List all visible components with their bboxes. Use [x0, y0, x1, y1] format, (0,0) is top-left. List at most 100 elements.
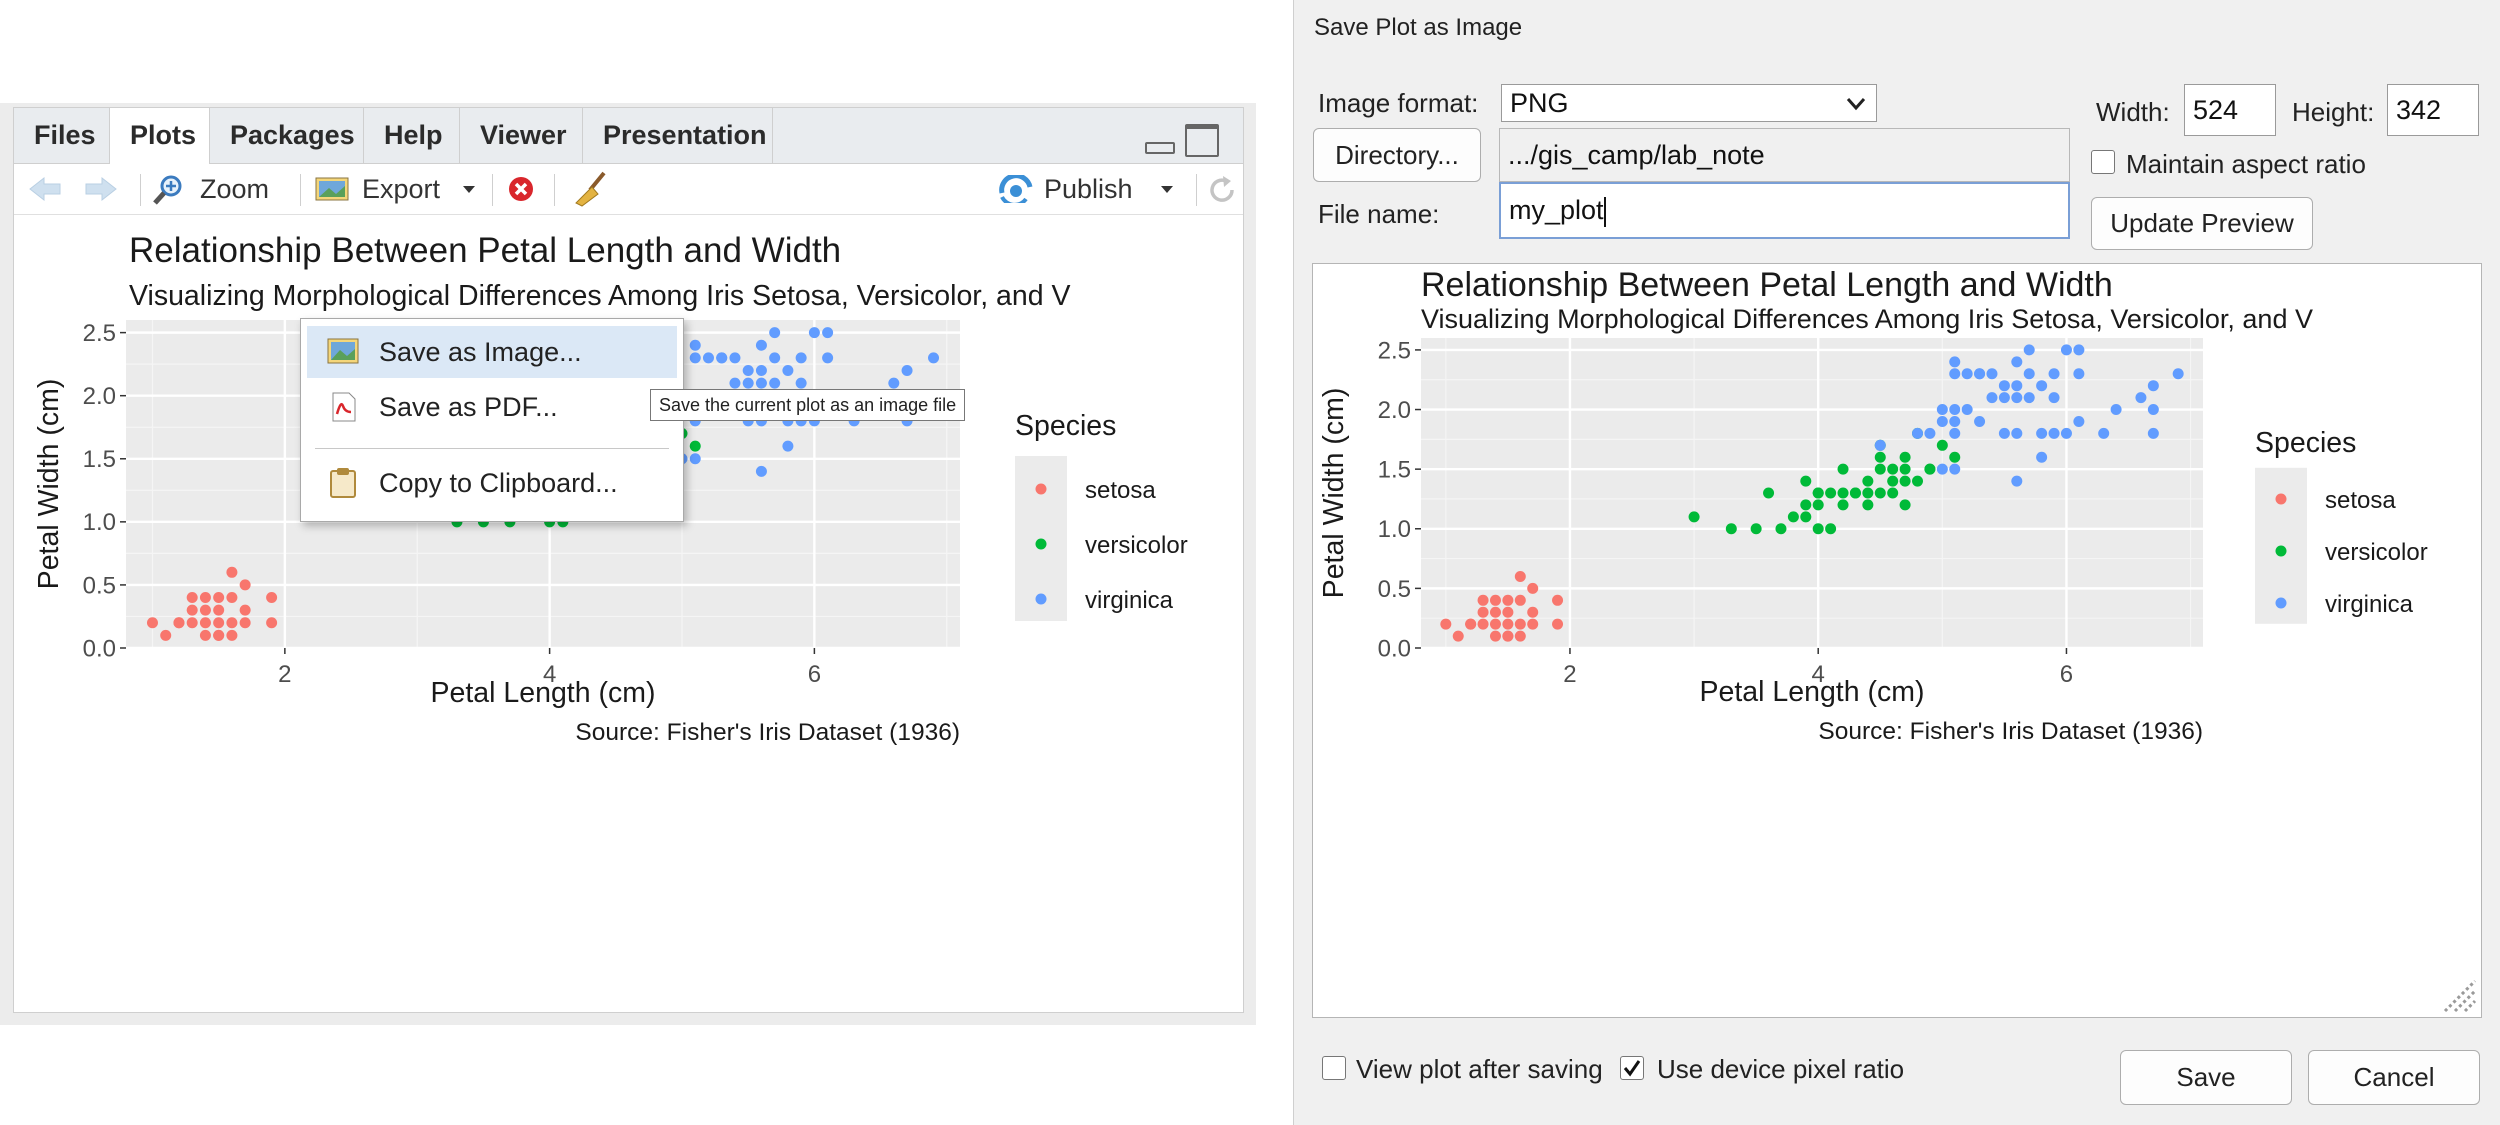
data-point-virginica: [1949, 463, 1961, 475]
view-after-saving-label: View plot after saving: [1356, 1054, 1603, 1084]
data-point-virginica: [808, 327, 820, 339]
data-point-virginica: [1986, 392, 1998, 404]
chevron-down-icon[interactable]: [1160, 185, 1174, 195]
data-point-versicolor: [1899, 463, 1911, 475]
plot-panel: [1421, 338, 2203, 648]
data-point-versicolor: [1725, 523, 1737, 535]
menu-item-save-as-image[interactable]: Save as Image...: [307, 326, 677, 378]
data-point-virginica: [2011, 392, 2023, 404]
data-point-versicolor: [1812, 487, 1824, 499]
tab-presentation[interactable]: Presentation: [583, 108, 773, 163]
export-menu: Save as Image... Save as PDF... Copy to …: [300, 318, 684, 522]
menu-item-copy-to-clipboard[interactable]: Copy to Clipboard...: [307, 457, 677, 509]
save-button[interactable]: Save: [2120, 1050, 2292, 1105]
directory-path: .../gis_camp/lab_note: [1499, 128, 2070, 182]
data-point-virginica: [2011, 380, 2023, 392]
menu-item-save-as-pdf[interactable]: Save as PDF...: [307, 381, 677, 433]
image-format-select[interactable]: PNG: [1501, 84, 1877, 122]
remove-plot-icon[interactable]: [506, 174, 536, 204]
legend-key-setosa: [1035, 483, 1047, 495]
data-point-virginica: [2110, 404, 2122, 416]
data-point-setosa: [226, 566, 238, 578]
data-point-versicolor: [1750, 523, 1762, 535]
data-point-setosa: [1514, 630, 1526, 642]
data-point-setosa: [1489, 594, 1501, 606]
tab-help[interactable]: Help: [364, 108, 460, 163]
export-label: Export: [362, 174, 441, 204]
back-arrow-icon[interactable]: [28, 176, 62, 202]
tab-packages[interactable]: Packages: [210, 108, 364, 163]
data-point-virginica: [2073, 344, 2085, 356]
data-point-virginica: [755, 465, 767, 477]
maintain-aspect-checkbox[interactable]: [2091, 150, 2115, 174]
data-point-virginica: [2048, 427, 2060, 439]
data-point-virginica: [1936, 404, 1948, 416]
data-point-versicolor: [1862, 475, 1874, 487]
update-preview-button[interactable]: Update Preview: [2091, 197, 2313, 250]
forward-arrow-icon[interactable]: [84, 176, 118, 202]
file-name-label: File name:: [1318, 199, 1440, 229]
data-point-virginica: [1998, 392, 2010, 404]
data-point-setosa: [226, 617, 238, 629]
export-button[interactable]: Export: [312, 164, 482, 214]
directory-button[interactable]: Directory...: [1313, 128, 1481, 182]
resize-grip-icon[interactable]: [2437, 973, 2477, 1013]
data-point-virginica: [2036, 427, 2048, 439]
tab-viewer[interactable]: Viewer: [460, 108, 583, 163]
broom-icon[interactable]: [570, 170, 610, 208]
data-point-versicolor: [1949, 451, 1961, 463]
data-point-versicolor: [1800, 499, 1812, 511]
y-tick-label: 0.0: [83, 635, 116, 662]
data-point-virginica: [2147, 427, 2159, 439]
data-point-virginica: [729, 377, 741, 389]
data-point-virginica: [1949, 368, 1961, 380]
data-point-setosa: [1502, 594, 1514, 606]
data-point-setosa: [213, 617, 225, 629]
maximize-pane-icon[interactable]: [1185, 124, 1219, 157]
chart-title: Relationship Between Petal Length and Wi…: [1421, 266, 2113, 304]
data-point-setosa: [213, 592, 225, 604]
legend-key-versicolor: [1035, 538, 1047, 550]
data-point-versicolor: [1899, 499, 1911, 511]
width-input[interactable]: 524: [2184, 84, 2276, 136]
data-point-virginica: [2036, 451, 2048, 463]
file-name-input[interactable]: my_plot: [1499, 182, 2070, 239]
toolbar-separator: [554, 174, 555, 206]
data-point-setosa: [1514, 618, 1526, 630]
data-point-setosa: [1514, 570, 1526, 582]
height-label: Height:: [2292, 97, 2375, 127]
data-point-versicolor: [1837, 487, 1849, 499]
tab-files[interactable]: Files: [14, 108, 110, 163]
data-point-versicolor: [1936, 439, 1948, 451]
data-point-virginica: [1936, 463, 1948, 475]
data-point-virginica: [795, 377, 807, 389]
data-point-setosa: [199, 629, 211, 641]
view-after-saving-checkbox[interactable]: [1322, 1056, 1346, 1080]
data-point-virginica: [901, 364, 913, 376]
menu-separator: [315, 448, 669, 449]
data-point-virginica: [822, 327, 834, 339]
data-point-virginica: [769, 327, 781, 339]
data-point-virginica: [1924, 427, 1936, 439]
toolbar-separator: [300, 174, 301, 206]
data-point-setosa: [1489, 618, 1501, 630]
x-tick-label: 2: [278, 661, 291, 688]
data-point-virginica: [1949, 356, 1961, 368]
y-axis-label: Petal Width (cm): [33, 379, 65, 590]
minimize-pane-icon[interactable]: [1145, 142, 1175, 154]
publish-label: Publish: [1044, 174, 1133, 204]
menu-item-label: Save as Image...: [379, 337, 582, 367]
data-point-versicolor: [1862, 499, 1874, 511]
publish-button[interactable]: Publish: [996, 164, 1186, 214]
device-pixel-ratio-checkbox[interactable]: [1620, 1056, 1644, 1080]
refresh-icon[interactable]: [1206, 174, 1238, 206]
tab-plots[interactable]: Plots: [110, 108, 210, 164]
data-point-versicolor: [1825, 487, 1837, 499]
legend-key-versicolor: [2275, 545, 2287, 557]
height-input[interactable]: 342: [2387, 84, 2479, 136]
data-point-virginica: [1949, 415, 1961, 427]
x-tick-label: 4: [543, 661, 556, 688]
data-point-setosa: [1477, 594, 1489, 606]
data-point-virginica: [1949, 427, 1961, 439]
cancel-button[interactable]: Cancel: [2308, 1050, 2480, 1105]
